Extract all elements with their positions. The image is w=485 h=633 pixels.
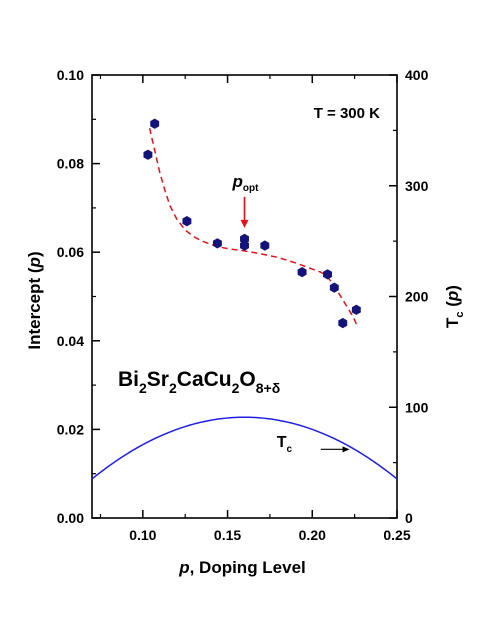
axes xyxy=(91,74,398,519)
x-tick-label: 0.20 xyxy=(299,527,326,543)
x-axis-label-rest: , Doping Level xyxy=(190,558,306,577)
y-left-tick-label: 0.02 xyxy=(57,421,84,437)
x-tick-label: 0.25 xyxy=(383,527,410,543)
data-point xyxy=(260,240,270,251)
data-points xyxy=(143,118,361,329)
y-right-label-p: p xyxy=(443,291,462,302)
x-axis-label: p, Doping Level xyxy=(178,558,306,577)
y-left-tick-label: 0.04 xyxy=(57,333,84,349)
x-tick-label: 0.15 xyxy=(214,527,241,543)
curves xyxy=(91,127,398,480)
plot-frame xyxy=(91,74,398,519)
y-right-tick-label: 100 xyxy=(405,399,429,415)
y-right-label-main: T xyxy=(443,317,462,328)
tc-label-main: T xyxy=(277,434,287,451)
temperature-annotation: T = 300 K xyxy=(314,105,380,122)
formula-text: CaCu xyxy=(177,368,232,391)
tc-label-sub: c xyxy=(286,444,292,455)
data-point xyxy=(323,269,332,280)
y-left-label-p: p xyxy=(25,257,44,268)
y-right-axis-label: Tc (p) xyxy=(443,285,466,328)
y-left-label-pre: Intercept ( xyxy=(25,267,44,350)
y-right-label-post: ) xyxy=(443,285,462,291)
y-left-tick-label: 0.00 xyxy=(57,510,84,526)
compound-formula: Bi2Sr2CaCu2O8+δ xyxy=(118,368,280,396)
y-left-tick-label: 0.08 xyxy=(57,156,84,172)
y-right-tick-label: 300 xyxy=(405,178,429,194)
y-left-tick-label: 0.06 xyxy=(57,244,84,260)
popt-label-p: p xyxy=(232,172,243,191)
dashed-fit-line xyxy=(148,127,359,328)
formula-subscript: 8+δ xyxy=(256,380,280,396)
y-right-tick-label: 400 xyxy=(405,67,429,83)
formula-text: O xyxy=(239,368,255,391)
y-left-axis-label: Intercept (p) xyxy=(25,251,44,349)
y-right-label-pre: ( xyxy=(443,301,462,312)
ticks: 0.10 0.15 0.20 0.25 0.00 0.02 0.04 0.06 0.08 0.10… xyxy=(57,67,429,543)
data-point xyxy=(150,118,160,129)
data-point xyxy=(182,216,192,227)
data-point xyxy=(212,238,222,249)
y-right-tick-label: 0 xyxy=(405,510,413,526)
formula-subscript: 2 xyxy=(232,380,240,396)
popt-label-sub: opt xyxy=(243,183,259,194)
formula-text: Bi xyxy=(118,368,139,391)
y-right-tick-label: 200 xyxy=(405,289,429,305)
formula-text: Sr xyxy=(147,368,169,391)
tc-curve-label: Tc xyxy=(277,434,293,455)
data-point xyxy=(143,149,153,160)
y-left-label-post: ) xyxy=(25,251,44,257)
y-left-tick-label: 0.10 xyxy=(57,67,84,83)
data-point xyxy=(240,240,249,251)
tc-arrow-head xyxy=(342,446,350,453)
popt-arrow-head xyxy=(240,219,249,228)
data-point xyxy=(351,304,361,315)
y-right-label-sub: c xyxy=(454,311,466,317)
x-tick-label: 0.10 xyxy=(129,527,156,543)
popt-label: popt xyxy=(232,172,260,194)
data-point xyxy=(329,282,339,293)
formula-subscript: 2 xyxy=(169,380,177,396)
data-point xyxy=(297,266,307,278)
formula-subscript: 2 xyxy=(139,380,147,396)
x-axis-label-p: p xyxy=(178,558,189,577)
tc-curve xyxy=(91,416,398,480)
data-point xyxy=(338,317,348,329)
